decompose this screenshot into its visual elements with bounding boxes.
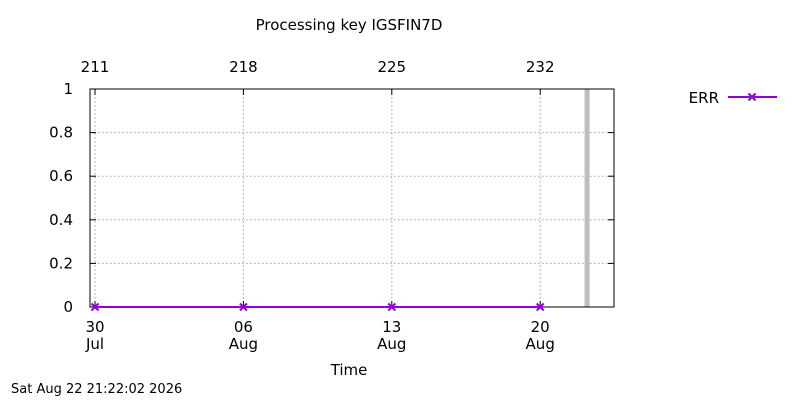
data-point-err (387, 302, 397, 312)
y-tick-labels: 0 0.2 0.4 0.6 0.8 1 (49, 80, 73, 316)
data-point-err (239, 302, 248, 312)
plot-frame (89, 88, 615, 308)
top-tick-label: 218 (229, 58, 258, 76)
y-tick-label: 0.2 (49, 254, 73, 272)
top-tick-labels: 211 218 225 232 (81, 58, 555, 76)
x-axis-label: Time (330, 361, 368, 379)
top-tick-label: 225 (377, 58, 406, 76)
grid (90, 89, 614, 307)
x-tick-label-month: Aug (526, 335, 555, 353)
x-tick-label-day: 06 (234, 318, 253, 336)
x-tick-label-day: 30 (85, 318, 104, 336)
legend-label-err: ERR (689, 89, 719, 107)
x-tick-label-day: 13 (382, 318, 401, 336)
current-time-band (584, 89, 590, 307)
x-tick-label-month: Jul (85, 335, 104, 353)
data-point-err (535, 302, 545, 312)
legend-marker-err (747, 92, 757, 102)
top-tick-label: 211 (81, 58, 110, 76)
y-tick-label: 0.8 (49, 124, 73, 142)
current-time-marker (584, 89, 590, 307)
axis-ticks (90, 88, 614, 308)
chart-title: Processing key IGSFIN7D (256, 16, 443, 34)
data-point-err (90, 302, 100, 312)
legend: ERR (689, 89, 777, 107)
x-tick-label-month: Aug (229, 335, 258, 353)
y-tick-label: 0 (63, 298, 73, 316)
x-tick-label-day: 20 (531, 318, 550, 336)
top-tick-label: 232 (526, 58, 555, 76)
y-tick-label: 1 (63, 80, 73, 98)
timestamp-footer: Sat Aug 22 21:22:02 2026 (11, 382, 183, 397)
y-tick-label: 0.4 (49, 211, 73, 229)
x-tick-label-month: Aug (377, 335, 406, 353)
series-layer (90, 302, 545, 312)
y-tick-label: 0.6 (49, 167, 73, 185)
